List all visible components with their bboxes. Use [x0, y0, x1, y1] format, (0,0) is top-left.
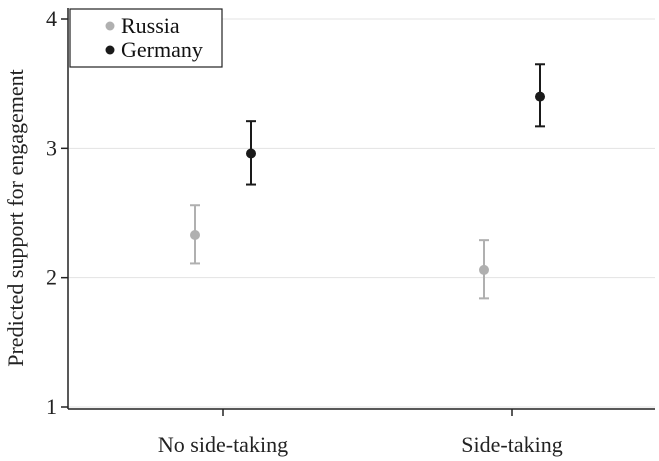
y-tick-label: 3 — [46, 135, 57, 160]
point-germany — [535, 91, 545, 102]
point-russia — [190, 229, 200, 240]
point-germany — [246, 148, 256, 159]
x-tick-label: No side-taking — [158, 432, 288, 457]
point-russia — [479, 264, 489, 275]
y-axis-label: Predicted support for engagement — [3, 69, 28, 367]
legend-label: Russia — [121, 13, 180, 38]
x-tick-label: Side-taking — [461, 432, 562, 457]
y-tick-label: 1 — [46, 394, 57, 419]
y-tick-label: 2 — [46, 265, 57, 290]
x-ticks: No side-taking Side-taking — [158, 409, 563, 457]
y-tick-label: 4 — [46, 6, 57, 31]
gridlines — [68, 18, 655, 408]
legend-label: Germany — [121, 37, 203, 62]
legend-marker-russia — [105, 21, 115, 31]
legend-box — [69, 8, 223, 68]
legend-marker-germany — [105, 45, 115, 55]
y-ticks: 1 2 3 4 — [46, 6, 68, 419]
data-marks — [190, 63, 545, 300]
